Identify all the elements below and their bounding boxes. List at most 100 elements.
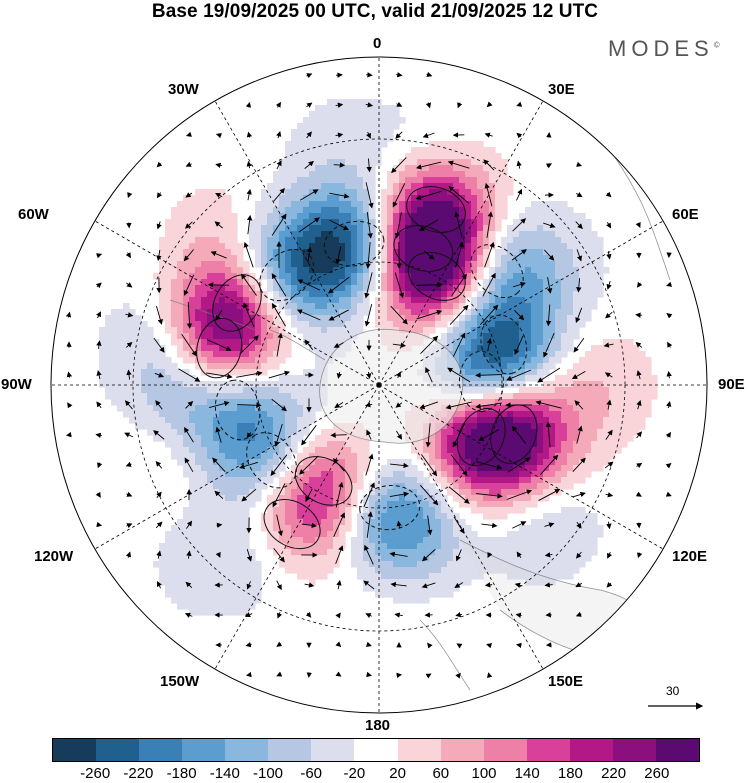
anomaly-contours bbox=[196, 186, 538, 550]
field-cell bbox=[255, 387, 262, 394]
field-cell bbox=[369, 525, 376, 532]
field-cell bbox=[213, 189, 220, 196]
field-cell bbox=[369, 243, 376, 250]
field-cell bbox=[501, 429, 508, 436]
field-cell bbox=[111, 399, 118, 406]
field-cell bbox=[513, 411, 520, 418]
field-cell bbox=[411, 447, 418, 454]
field-cell bbox=[183, 285, 190, 292]
field-cell bbox=[357, 207, 364, 214]
field-cell bbox=[273, 525, 280, 532]
field-cell bbox=[321, 507, 328, 514]
field-cell bbox=[495, 165, 502, 172]
field-cell bbox=[315, 297, 322, 304]
field-cell bbox=[297, 417, 304, 424]
field-cell bbox=[351, 213, 358, 220]
field-cell bbox=[489, 231, 496, 238]
field-cell bbox=[345, 153, 352, 160]
field-cell bbox=[363, 495, 370, 502]
field-cell bbox=[327, 267, 334, 274]
field-cell bbox=[483, 309, 490, 316]
field-cell bbox=[561, 303, 568, 310]
field-cell bbox=[249, 357, 256, 364]
field-cell bbox=[417, 453, 424, 460]
field-cell bbox=[465, 465, 472, 472]
field-cell bbox=[171, 243, 178, 250]
field-cell bbox=[465, 363, 472, 370]
field-cell bbox=[363, 279, 370, 286]
field-cell bbox=[189, 537, 196, 544]
field-cell bbox=[207, 543, 214, 550]
field-cell bbox=[465, 159, 472, 166]
field-cell bbox=[267, 459, 274, 466]
field-cell bbox=[255, 459, 262, 466]
field-cell bbox=[585, 411, 592, 418]
field-cell bbox=[471, 309, 478, 316]
field-cell bbox=[435, 261, 442, 268]
field-cell bbox=[213, 543, 220, 550]
field-cell bbox=[405, 237, 412, 244]
field-cell bbox=[579, 393, 586, 400]
field-cell bbox=[537, 537, 544, 544]
field-cell bbox=[321, 297, 328, 304]
field-cell bbox=[285, 267, 292, 274]
field-cell bbox=[273, 471, 280, 478]
field-cell bbox=[591, 381, 598, 388]
field-cell bbox=[441, 207, 448, 214]
field-cell bbox=[429, 141, 436, 148]
field-cell bbox=[543, 381, 550, 388]
field-cell bbox=[159, 375, 166, 382]
field-cell bbox=[429, 309, 436, 316]
field-cell bbox=[309, 207, 316, 214]
field-cell bbox=[285, 333, 292, 340]
field-cell bbox=[243, 441, 250, 448]
field-cell bbox=[531, 321, 538, 328]
field-cell bbox=[237, 249, 244, 256]
field-cell bbox=[279, 219, 286, 226]
field-cell bbox=[549, 231, 556, 238]
field-cell bbox=[495, 411, 502, 418]
field-cell bbox=[417, 279, 424, 286]
field-cell bbox=[465, 405, 472, 412]
field-cell bbox=[195, 411, 202, 418]
field-cell bbox=[573, 225, 580, 232]
field-cell bbox=[171, 585, 178, 592]
field-cell bbox=[579, 561, 586, 568]
field-cell bbox=[189, 585, 196, 592]
field-cell bbox=[471, 387, 478, 394]
field-cell bbox=[195, 537, 202, 544]
field-cell bbox=[225, 525, 232, 532]
field-cell bbox=[219, 351, 226, 358]
field-cell bbox=[549, 357, 556, 364]
field-cell bbox=[417, 531, 424, 538]
field-cell bbox=[291, 165, 298, 172]
field-cell bbox=[489, 189, 496, 196]
field-cell bbox=[141, 369, 148, 376]
field-cell bbox=[375, 477, 382, 484]
field-cell bbox=[297, 483, 304, 490]
field-cell bbox=[417, 153, 424, 160]
field-cell bbox=[447, 525, 454, 532]
field-cell bbox=[195, 213, 202, 220]
field-cell bbox=[165, 549, 172, 556]
field-cell bbox=[273, 357, 280, 364]
field-cell bbox=[291, 519, 298, 526]
field-cell bbox=[309, 483, 316, 490]
field-cell bbox=[363, 537, 370, 544]
field-cell bbox=[471, 183, 478, 190]
field-cell bbox=[351, 501, 358, 508]
field-cell bbox=[339, 237, 346, 244]
field-cell bbox=[435, 489, 442, 496]
field-cell bbox=[519, 387, 526, 394]
field-cell bbox=[633, 405, 640, 412]
field-cell bbox=[555, 417, 562, 424]
field-cell bbox=[579, 255, 586, 262]
field-cell bbox=[201, 609, 208, 616]
field-cell bbox=[393, 555, 400, 562]
field-cell bbox=[333, 183, 340, 190]
field-cell bbox=[393, 117, 400, 124]
field-cell bbox=[579, 297, 586, 304]
field-cell bbox=[339, 201, 346, 208]
field-cell bbox=[561, 309, 568, 316]
field-cell bbox=[477, 237, 484, 244]
